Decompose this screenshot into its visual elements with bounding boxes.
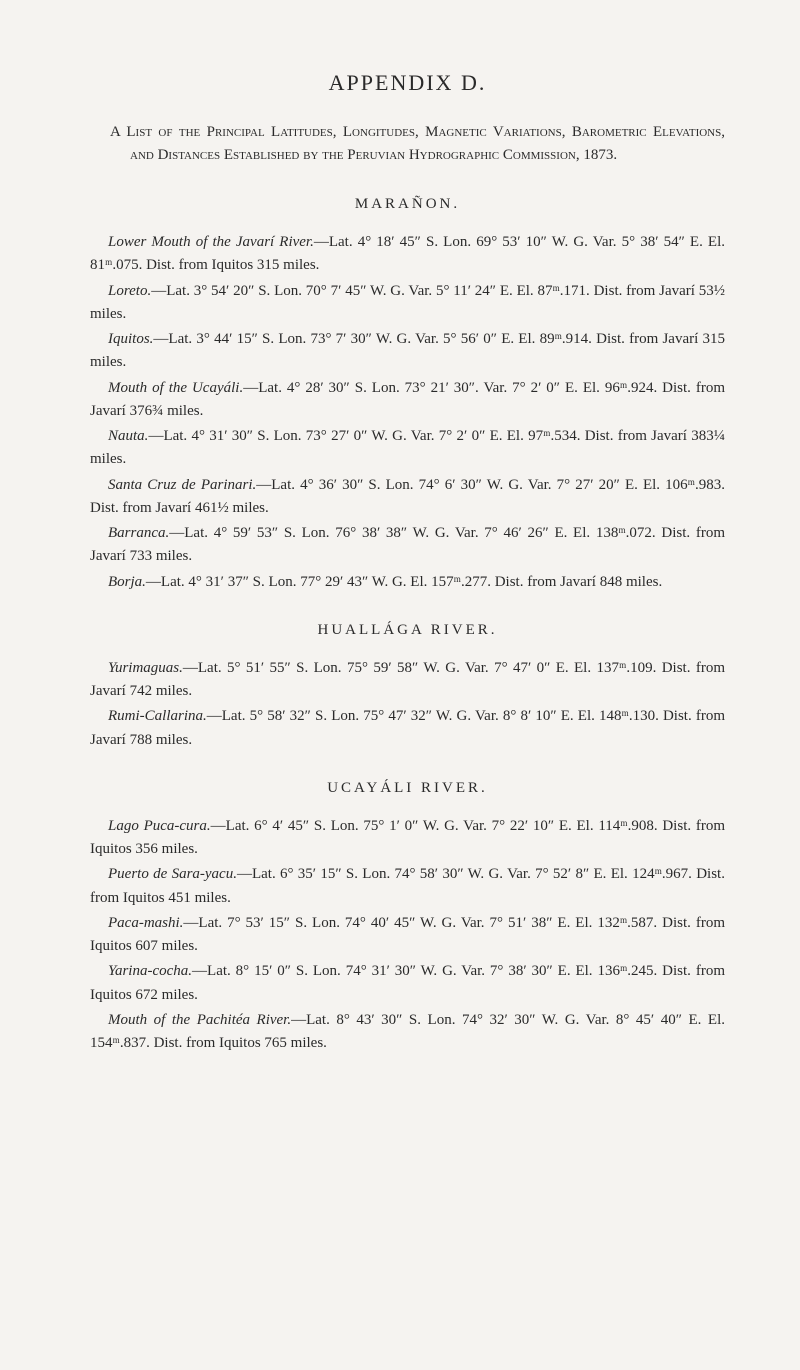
list-heading: A List of the Principal Latitudes, Longi… bbox=[90, 121, 725, 166]
location-name: Iquitos. bbox=[108, 331, 153, 347]
location-entry: Yarina-cocha.—Lat. 8° 15′ 0″ S. Lon. 74°… bbox=[90, 960, 725, 1007]
location-details: —Lat. 5° 51′ 55″ S. Lon. 75° 59′ 58″ W. … bbox=[90, 660, 725, 699]
sections-container: MARAÑON. Lower Mouth of the Javarí River.… bbox=[90, 196, 725, 1055]
location-name: Mouth of the Pachitéa River. bbox=[108, 1012, 291, 1028]
location-entry: Santa Cruz de Parinari.—Lat. 4° 36′ 30″ … bbox=[90, 474, 725, 521]
location-entry: Barranca.—Lat. 4° 59′ 53″ S. Lon. 76° 38… bbox=[90, 522, 725, 569]
location-name: Barranca. bbox=[108, 525, 169, 541]
location-entry: Mouth of the Pachitéa River.—Lat. 8° 43′… bbox=[90, 1009, 725, 1056]
appendix-title: APPENDIX D. bbox=[90, 70, 725, 96]
location-name: Puerto de Sara-yacu. bbox=[108, 866, 237, 882]
location-details: —Lat. 4° 31′ 30″ S. Lon. 73° 27′ 0″ W. G… bbox=[90, 428, 725, 467]
location-name: Rumi-Callarina. bbox=[108, 708, 207, 724]
location-name: Santa Cruz de Parinari. bbox=[108, 477, 256, 493]
section-title: HUALLÁGA RIVER. bbox=[90, 622, 725, 639]
location-entry: Nauta.—Lat. 4° 31′ 30″ S. Lon. 73° 27′ 0… bbox=[90, 425, 725, 472]
location-name: Lower Mouth of the Javarí River. bbox=[108, 234, 314, 250]
location-name: Yarina-cocha. bbox=[108, 963, 192, 979]
location-entry: Puerto de Sara-yacu.—Lat. 6° 35′ 15″ S. … bbox=[90, 863, 725, 910]
location-name: Borja. bbox=[108, 574, 146, 590]
location-details: —Lat. 3° 54′ 20″ S. Lon. 70° 7′ 45″ W. G… bbox=[90, 283, 725, 322]
location-name: Mouth of the Ucayáli. bbox=[108, 380, 243, 396]
location-entry: Iquitos.—Lat. 3° 44′ 15″ S. Lon. 73° 7′ … bbox=[90, 328, 725, 375]
location-entry: Yurimaguas.—Lat. 5° 51′ 55″ S. Lon. 75° … bbox=[90, 657, 725, 704]
location-details: —Lat. 7° 53′ 15″ S. Lon. 74° 40′ 45″ W. … bbox=[90, 915, 725, 954]
location-entry: Loreto.—Lat. 3° 54′ 20″ S. Lon. 70° 7′ 4… bbox=[90, 280, 725, 327]
location-name: Lago Puca-cura. bbox=[108, 818, 211, 834]
location-entry: Mouth of the Ucayáli.—Lat. 4° 28′ 30″ S.… bbox=[90, 377, 725, 424]
location-details: —Lat. 4° 31′ 37″ S. Lon. 77° 29′ 43″ W. … bbox=[146, 574, 662, 590]
location-entry: Lago Puca-cura.—Lat. 6° 4′ 45″ S. Lon. 7… bbox=[90, 815, 725, 862]
location-details: —Lat. 4° 59′ 53″ S. Lon. 76° 38′ 38″ W. … bbox=[90, 525, 725, 564]
location-name: Paca-mashi. bbox=[108, 915, 183, 931]
location-entry: Paca-mashi.—Lat. 7° 53′ 15″ S. Lon. 74° … bbox=[90, 912, 725, 959]
location-details: —Lat. 3° 44′ 15″ S. Lon. 73° 7′ 30″ W. G… bbox=[90, 331, 725, 370]
location-name: Nauta. bbox=[108, 428, 148, 444]
location-entry: Lower Mouth of the Javarí River.—Lat. 4°… bbox=[90, 231, 725, 278]
location-entry: Rumi-Callarina.—Lat. 5° 58′ 32″ S. Lon. … bbox=[90, 705, 725, 752]
location-name: Yurimaguas. bbox=[108, 660, 183, 676]
section-title: UCAYÁLI RIVER. bbox=[90, 780, 725, 797]
location-name: Loreto. bbox=[108, 283, 151, 299]
location-entry: Borja.—Lat. 4° 31′ 37″ S. Lon. 77° 29′ 4… bbox=[90, 571, 725, 594]
section-title: MARAÑON. bbox=[90, 196, 725, 213]
page-content: APPENDIX D. A List of the Principal Lati… bbox=[90, 70, 725, 1055]
